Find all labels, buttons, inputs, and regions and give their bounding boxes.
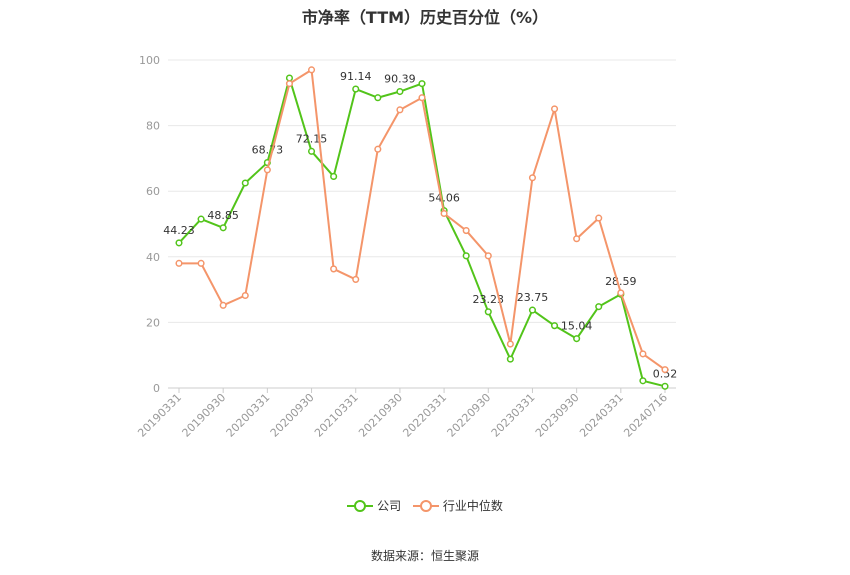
y-tick-label: 60 bbox=[146, 185, 160, 198]
data-point-0 bbox=[661, 382, 669, 390]
x-tick-label: 20220331 bbox=[400, 391, 449, 440]
data-point-1 bbox=[573, 235, 581, 243]
x-tick-label: 20210930 bbox=[356, 391, 405, 440]
data-point-0 bbox=[595, 303, 603, 311]
data-point-0 bbox=[219, 224, 227, 232]
data-point-1 bbox=[462, 227, 470, 235]
data-point-1 bbox=[241, 291, 249, 300]
series-line-0 bbox=[178, 77, 666, 388]
x-tick-label: 20240331 bbox=[577, 391, 626, 440]
data-point-1 bbox=[661, 366, 669, 374]
x-tick-label: 20200331 bbox=[224, 391, 273, 440]
data-point-1 bbox=[440, 209, 448, 218]
data-point-0 bbox=[241, 179, 249, 187]
data-point-1 bbox=[263, 166, 271, 174]
x-tick-label: 20230930 bbox=[533, 391, 582, 440]
data-label: 28.59 bbox=[605, 275, 637, 288]
x-tick-label: 20190331 bbox=[135, 391, 184, 440]
data-point-1 bbox=[595, 214, 603, 222]
y-tick-label: 80 bbox=[146, 120, 160, 133]
data-point-1 bbox=[484, 252, 492, 260]
legend-swatch-company bbox=[347, 499, 374, 513]
data-point-0 bbox=[418, 80, 426, 88]
chart-title: 市净率（TTM）历史百分位（%） bbox=[301, 8, 549, 27]
data-point-0 bbox=[285, 74, 294, 82]
data-point-1 bbox=[307, 66, 316, 74]
data-point-0 bbox=[550, 322, 559, 330]
data-point-1 bbox=[528, 174, 537, 182]
data-point-1 bbox=[330, 265, 338, 273]
data-point-1 bbox=[374, 145, 382, 153]
data-label: 90.39 bbox=[384, 73, 416, 86]
y-tick-label: 100 bbox=[139, 54, 160, 67]
data-point-0 bbox=[396, 87, 404, 96]
legend-label-industry: 行业中位数 bbox=[442, 499, 503, 513]
data-point-1 bbox=[285, 80, 294, 88]
data-point-1 bbox=[418, 94, 426, 102]
data-label: 72.15 bbox=[296, 132, 328, 145]
y-tick-label: 40 bbox=[146, 251, 160, 264]
legend-label-company: 公司 bbox=[377, 499, 402, 513]
x-tick-label: 20230331 bbox=[489, 391, 538, 440]
data-point-0 bbox=[462, 252, 470, 260]
data-point-0 bbox=[484, 308, 492, 316]
data-label: 44.23 bbox=[163, 224, 195, 237]
x-tick-label: 20200930 bbox=[268, 391, 317, 440]
data-point-1 bbox=[197, 259, 205, 267]
data-label: 91.14 bbox=[340, 70, 372, 83]
legend-item-industry[interactable]: 行业中位数 bbox=[412, 497, 503, 514]
y-tick-label: 20 bbox=[146, 316, 160, 329]
legend-swatch-industry bbox=[412, 499, 439, 513]
data-point-1 bbox=[550, 105, 559, 113]
data-source: 数据来源：恒生聚源 bbox=[370, 549, 479, 563]
data-point-0 bbox=[573, 335, 581, 343]
data-point-0 bbox=[307, 147, 316, 155]
data-point-0 bbox=[330, 172, 338, 180]
data-label: 54.06 bbox=[428, 192, 460, 205]
legend: 公司 行业中位数 bbox=[0, 497, 850, 516]
y-tick-label: 0 bbox=[153, 382, 160, 395]
data-point-1 bbox=[639, 350, 647, 358]
data-point-0 bbox=[352, 85, 360, 93]
x-tick-label: 20240716 bbox=[621, 391, 670, 440]
data-label: 0.52 bbox=[653, 367, 678, 380]
data-label: 15.04 bbox=[561, 320, 593, 333]
data-point-0 bbox=[374, 94, 382, 102]
data-point-1 bbox=[396, 106, 404, 114]
x-tick-label: 20210331 bbox=[312, 391, 361, 440]
data-point-0 bbox=[506, 355, 514, 363]
data-point-1 bbox=[506, 340, 514, 348]
data-point-1 bbox=[219, 301, 227, 309]
x-tick-label: 20220930 bbox=[445, 391, 494, 440]
data-label: 23.23 bbox=[473, 293, 505, 306]
legend-item-company[interactable]: 公司 bbox=[347, 497, 401, 514]
data-label: 48.85 bbox=[207, 209, 239, 222]
data-point-0 bbox=[639, 377, 647, 385]
data-point-0 bbox=[528, 306, 537, 314]
data-point-1 bbox=[352, 275, 360, 283]
data-point-1 bbox=[175, 259, 183, 267]
data-point-0 bbox=[175, 239, 183, 247]
data-label: 23.75 bbox=[517, 291, 549, 304]
data-point-0 bbox=[197, 215, 205, 223]
data-label: 68.73 bbox=[252, 144, 284, 157]
x-tick-label: 20190930 bbox=[180, 391, 229, 440]
data-point-1 bbox=[617, 289, 625, 297]
